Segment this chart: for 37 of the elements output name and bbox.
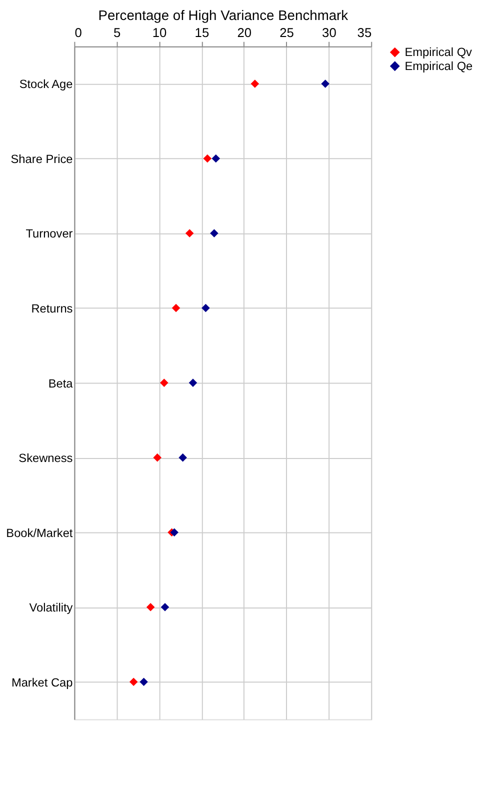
point — [170, 528, 178, 536]
x-tick-label: 10 — [152, 24, 167, 40]
x-axis-title: Percentage of High Variance Benchmark — [98, 7, 348, 24]
point — [160, 378, 168, 387]
x-tick-label: 15 — [194, 24, 210, 40]
legend-label: Empirical Qv — [404, 45, 472, 60]
point — [153, 453, 162, 462]
y-tick-label: Book/Market — [6, 526, 74, 540]
point — [210, 229, 218, 238]
y-tick-label: Beta — [48, 376, 74, 390]
y-tick-label: Returns — [31, 301, 73, 316]
point — [172, 304, 180, 312]
point — [178, 453, 187, 462]
point — [212, 154, 220, 163]
y-tick-label: Stock Age — [19, 77, 74, 92]
x-tick-label: 35 — [357, 24, 372, 40]
x-tick-label: 30 — [322, 24, 336, 40]
point — [140, 678, 148, 686]
x-tick-label: 5 — [114, 24, 121, 40]
point — [129, 678, 138, 686]
point — [321, 80, 330, 88]
point — [202, 304, 210, 312]
point — [160, 602, 170, 612]
y-tick-label: Share Price — [10, 152, 74, 166]
point — [146, 602, 155, 612]
point — [185, 229, 194, 238]
x-tick-label: 25 — [280, 24, 294, 40]
y-tick-label: Skewness — [18, 451, 73, 466]
y-tick-label: Market Cap — [11, 675, 74, 690]
point — [188, 378, 198, 387]
x-tick-label: 0 — [74, 24, 82, 40]
y-tick-label: Turnover — [26, 226, 73, 241]
legend-label: Empirical Qe — [404, 59, 474, 74]
point — [250, 80, 260, 88]
point — [203, 154, 212, 163]
x-tick-label: 20 — [237, 24, 252, 40]
y-tick-label: Volatility — [29, 600, 73, 615]
